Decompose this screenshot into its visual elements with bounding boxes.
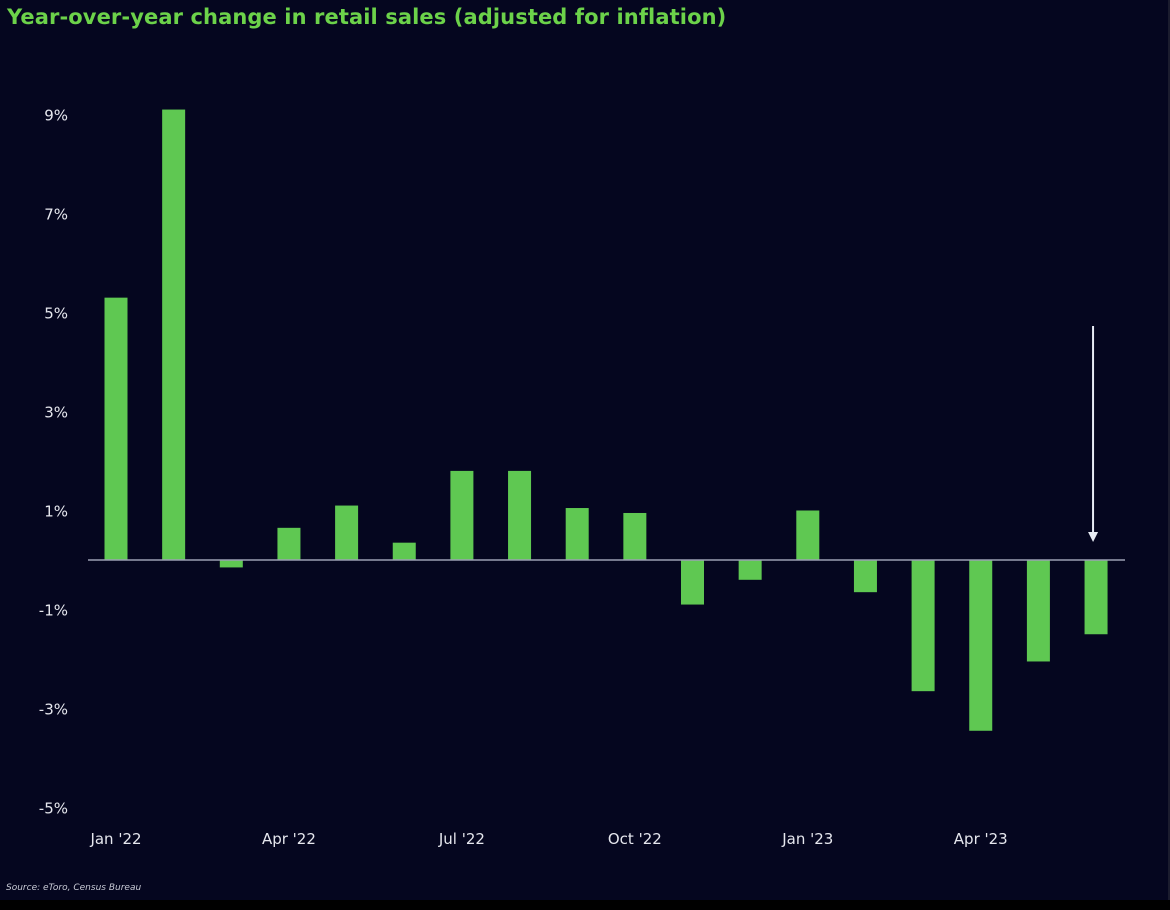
y-tick-label: 7% <box>44 206 68 224</box>
y-tick-label: -1% <box>39 602 68 620</box>
bar-mar-22 <box>219 560 243 568</box>
x-tick-label: Oct '22 <box>608 830 662 848</box>
bar-jan-22 <box>104 297 128 560</box>
y-tick-label: 5% <box>44 305 68 323</box>
bar-jan-23 <box>796 510 820 560</box>
down-arrow-annotation <box>1088 326 1099 542</box>
source-note: Source: eToro, Census Bureau <box>6 883 142 893</box>
bar-feb-22 <box>162 109 186 561</box>
bar-mar-23 <box>911 560 935 692</box>
bar-may-22 <box>335 505 359 560</box>
y-tick-label: 1% <box>44 503 68 521</box>
y-axis-ticks: 9% 7% 5% 3% 1% -1% -3% -5% <box>39 107 68 818</box>
bar-oct-22 <box>623 512 647 560</box>
y-tick-label: 3% <box>44 404 68 422</box>
bar-sep-22 <box>565 508 589 560</box>
bar-jul-22 <box>450 470 474 560</box>
bar-aug-22 <box>508 470 532 560</box>
bar-jun-22 <box>392 542 416 560</box>
x-tick-label: Apr '23 <box>954 830 1008 848</box>
y-tick-label: -3% <box>39 701 68 719</box>
arrow-head <box>1088 532 1099 542</box>
x-tick-label: Jan '22 <box>89 830 141 848</box>
bar-apr-22 <box>277 527 301 560</box>
bars <box>104 109 1108 731</box>
x-tick-label: Apr '22 <box>262 830 316 848</box>
x-tick-label: Jul '22 <box>438 830 485 848</box>
bar-nov-22 <box>681 560 704 605</box>
chart-title: Year-over-year change in retail sales (a… <box>7 5 727 29</box>
y-tick-label: -5% <box>39 800 68 818</box>
bar-jun-23 <box>1084 560 1108 635</box>
bar-may-23 <box>1026 560 1050 662</box>
y-tick-label: 9% <box>44 107 68 125</box>
bar-dec-22 <box>738 560 762 580</box>
bar-apr-23 <box>969 560 993 731</box>
x-tick-label: Jan '23 <box>781 830 833 848</box>
bar-feb-23 <box>853 560 877 593</box>
x-axis-ticks: Jan '22 Apr '22 Jul '22 Oct '22 Jan '23 Apr '… <box>89 830 1007 848</box>
